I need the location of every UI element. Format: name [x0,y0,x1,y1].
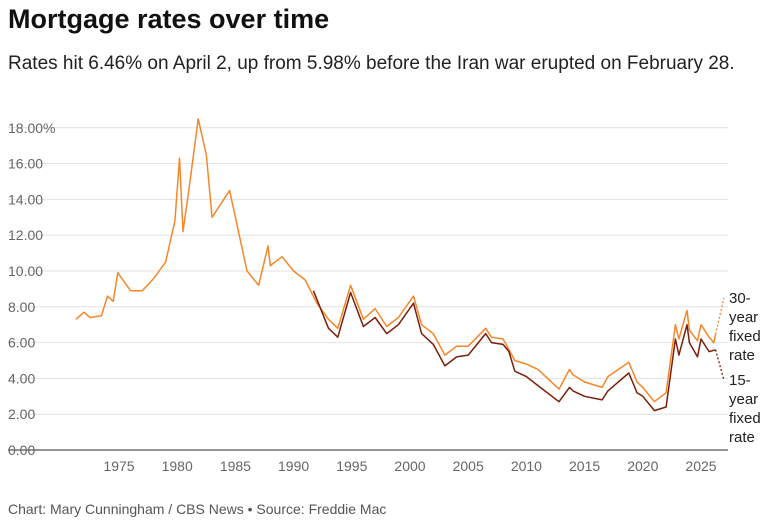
y-tick-label: 2.00 [8,406,35,422]
x-tick-label: 2000 [394,458,425,474]
chart-subtitle: Rates hit 6.46% on April 2, up from 5.98… [8,53,735,74]
x-tick-label: 1990 [278,458,309,474]
chart-title: Mortgage rates over time [8,4,330,34]
series-label: year [729,309,758,326]
series-label: year [729,391,758,408]
y-tick-label: 18.00% [8,120,55,136]
line-chart: 0.00 2.00 4.00 6.00 8.00 10.00 12.00 14.00 16.00… [8,118,761,474]
x-tick-label: 1995 [336,458,367,474]
series-line-30-year [75,118,717,403]
series-label: 15- [729,372,751,389]
series-label: rate [729,347,755,364]
series-label: fixed [729,410,761,427]
y-tick-label: 16.00 [8,156,43,172]
x-tick-label: 2025 [685,458,716,474]
x-tick-label: 2015 [569,458,600,474]
series-label: 30- [729,290,751,307]
y-tick-label: 6.00 [8,335,35,351]
y-tick-label: 8.00 [8,299,35,315]
x-tick-label: 2020 [627,458,658,474]
leader-line [714,349,725,381]
x-tick-label: 2005 [453,458,484,474]
y-tick-label: 4.00 [8,370,35,386]
leader-line [714,297,725,335]
series-label: fixed [729,328,761,345]
x-tick-label: 1980 [162,458,193,474]
y-tick-label: 0.00 [8,442,35,458]
y-tick-label: 12.00 [8,227,43,243]
source-note: Chart: Mary Cunningham / CBS News • Sour… [8,501,387,517]
y-tick-label: 14.00 [8,191,43,207]
x-tick-label: 1985 [220,458,251,474]
x-tick-label: 1975 [103,458,134,474]
series-line-15-year [312,290,716,412]
y-tick-label: 10.00 [8,263,43,279]
x-tick-label: 2010 [511,458,542,474]
series-label: rate [729,429,755,446]
